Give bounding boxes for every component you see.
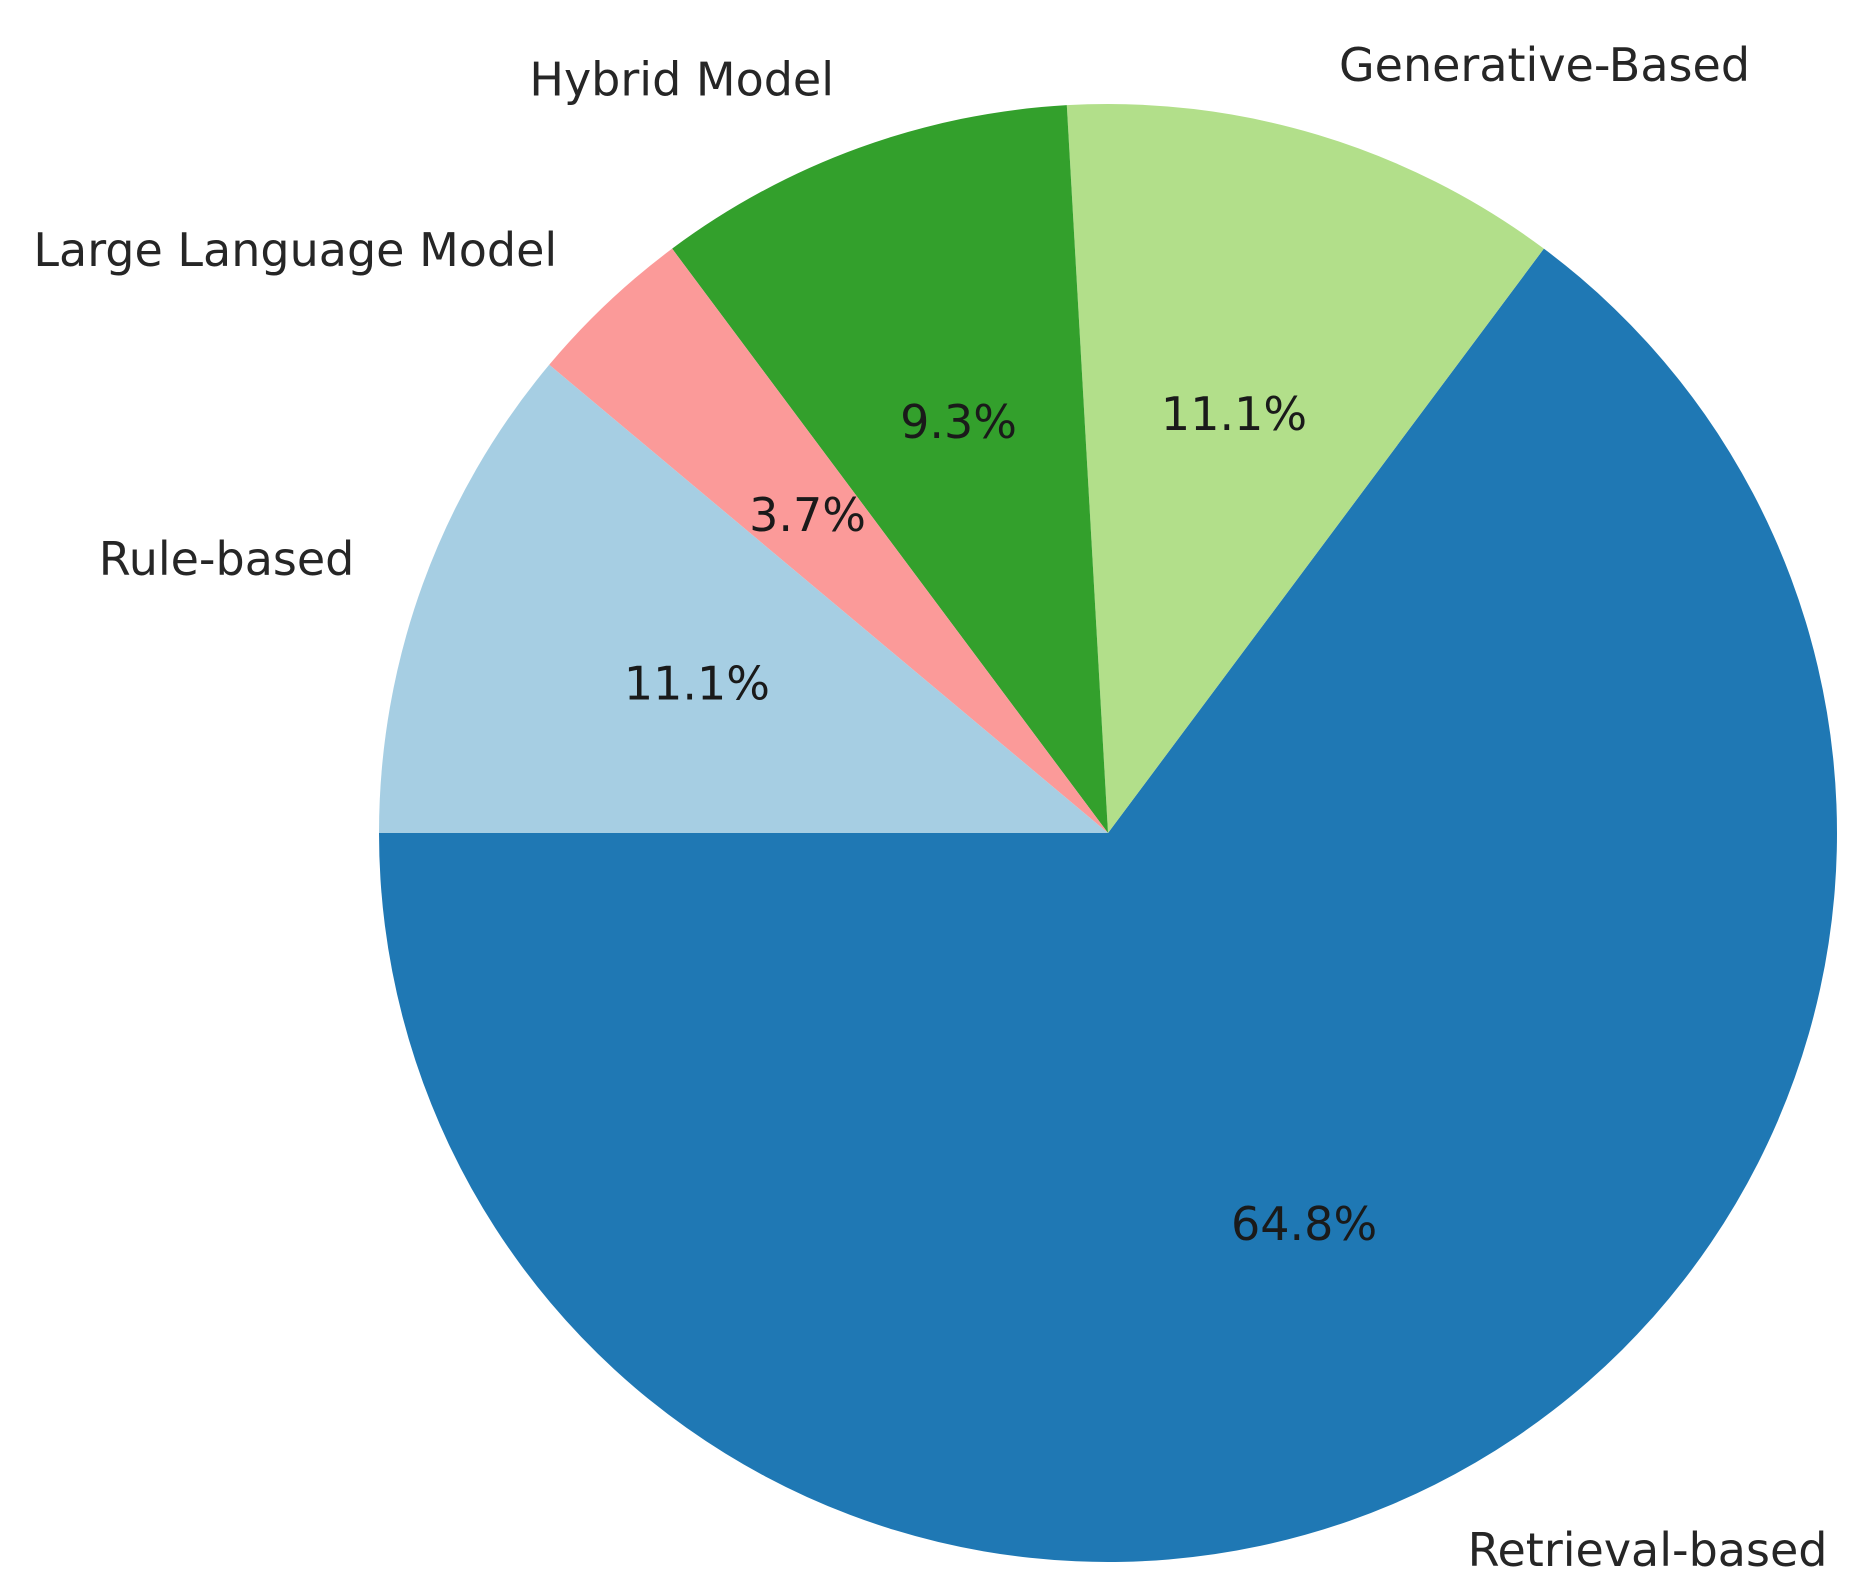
pie-slice-rule-based [379, 364, 1108, 833]
pie-percent-label-retrieval-based: 64.8% [1231, 1197, 1377, 1251]
pie-percent-label-large-language-model: 3.7% [749, 488, 866, 542]
labels-layer: 64.8% Retrieval-based 11.1% Generative-Base… [33, 38, 1827, 1577]
pie-percent-label-rule-based: 11.1% [624, 657, 770, 711]
pie-percent-label-generative-based: 11.1% [1161, 387, 1307, 441]
pie-slice-large-language-model [549, 248, 1108, 833]
pie-category-label-rule-based: Rule-based [99, 532, 355, 586]
pie-slice-generative-based [1066, 104, 1544, 834]
pie-percent-label-hybrid-model: 9.3% [900, 395, 1017, 449]
pie-category-label-generative-based: Generative-Based [1339, 38, 1750, 92]
pie-category-label-hybrid-model: Hybrid Model [529, 52, 834, 106]
pie-category-label-retrieval-based: Retrieval-based [1468, 1523, 1828, 1577]
pie-slice-retrieval-based [379, 248, 1838, 1563]
pie-slice-hybrid-model [672, 105, 1108, 834]
slices-layer [379, 104, 1838, 1563]
pie-category-label-large-language-model: Large Language Model [33, 223, 557, 277]
